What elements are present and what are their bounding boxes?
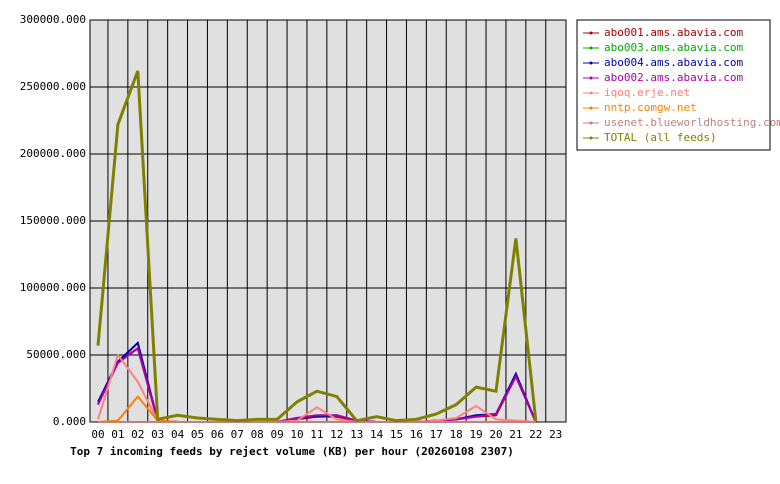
legend-label: abo002.ams.abavia.com xyxy=(604,71,743,84)
legend-label: TOTAL (all feeds) xyxy=(604,131,717,144)
x-tick-label: 05 xyxy=(191,428,204,441)
x-tick-label: 18 xyxy=(450,428,463,441)
legend-label: abo004.ams.abavia.com xyxy=(604,56,743,69)
y-tick-label: 0.000 xyxy=(53,415,86,428)
x-tick-label: 14 xyxy=(370,428,384,441)
x-tick-label: 13 xyxy=(350,428,363,441)
y-tick-label: 50000.000 xyxy=(26,348,86,361)
legend-dot xyxy=(589,106,593,110)
legend-dot xyxy=(589,31,593,35)
x-tick-label: 02 xyxy=(131,428,144,441)
x-tick-label: 19 xyxy=(469,428,482,441)
x-tick-label: 15 xyxy=(390,428,403,441)
x-tick-label: 00 xyxy=(91,428,104,441)
x-tick-label: 07 xyxy=(231,428,244,441)
x-tick-label: 22 xyxy=(529,428,542,441)
x-tick-label: 23 xyxy=(549,428,562,441)
x-tick-label: 06 xyxy=(211,428,224,441)
x-tick-label: 16 xyxy=(410,428,423,441)
x-tick-label: 20 xyxy=(489,428,502,441)
legend-label: iqoq.erje.net xyxy=(604,86,690,99)
x-tick-label: 04 xyxy=(171,428,185,441)
x-tick-label: 17 xyxy=(430,428,443,441)
x-tick-label: 01 xyxy=(111,428,124,441)
legend-dot xyxy=(589,136,593,140)
legend-label: usenet.blueworldhosting.com xyxy=(604,116,780,129)
y-tick-label: 100000.000 xyxy=(20,281,86,294)
x-tick-label: 21 xyxy=(509,428,522,441)
x-tick-label: 12 xyxy=(330,428,343,441)
y-tick-label: 300000.000 xyxy=(20,13,86,26)
legend-label: nntp.comgw.net xyxy=(604,101,697,114)
y-tick-label: 250000.000 xyxy=(20,80,86,93)
legend-dot xyxy=(589,76,593,80)
x-tick-label: 08 xyxy=(251,428,264,441)
legend-box xyxy=(576,19,771,151)
x-tick-label: 11 xyxy=(310,428,323,441)
legend-label: abo001.ams.abavia.com xyxy=(604,26,743,39)
y-tick-label: 150000.000 xyxy=(20,214,86,227)
x-tick-label: 03 xyxy=(151,428,164,441)
series-line xyxy=(96,70,538,423)
x-tick-label: 09 xyxy=(270,428,283,441)
legend-dot xyxy=(589,121,593,125)
legend-dot xyxy=(589,61,593,65)
y-tick-label: 200000.000 xyxy=(20,147,86,160)
legend-dot xyxy=(589,91,593,95)
legend-dot xyxy=(589,46,593,50)
legend-label: abo003.ams.abavia.com xyxy=(604,41,743,54)
chart-title: Top 7 incoming feeds by reject volume (K… xyxy=(70,445,514,458)
x-tick-label: 10 xyxy=(290,428,303,441)
